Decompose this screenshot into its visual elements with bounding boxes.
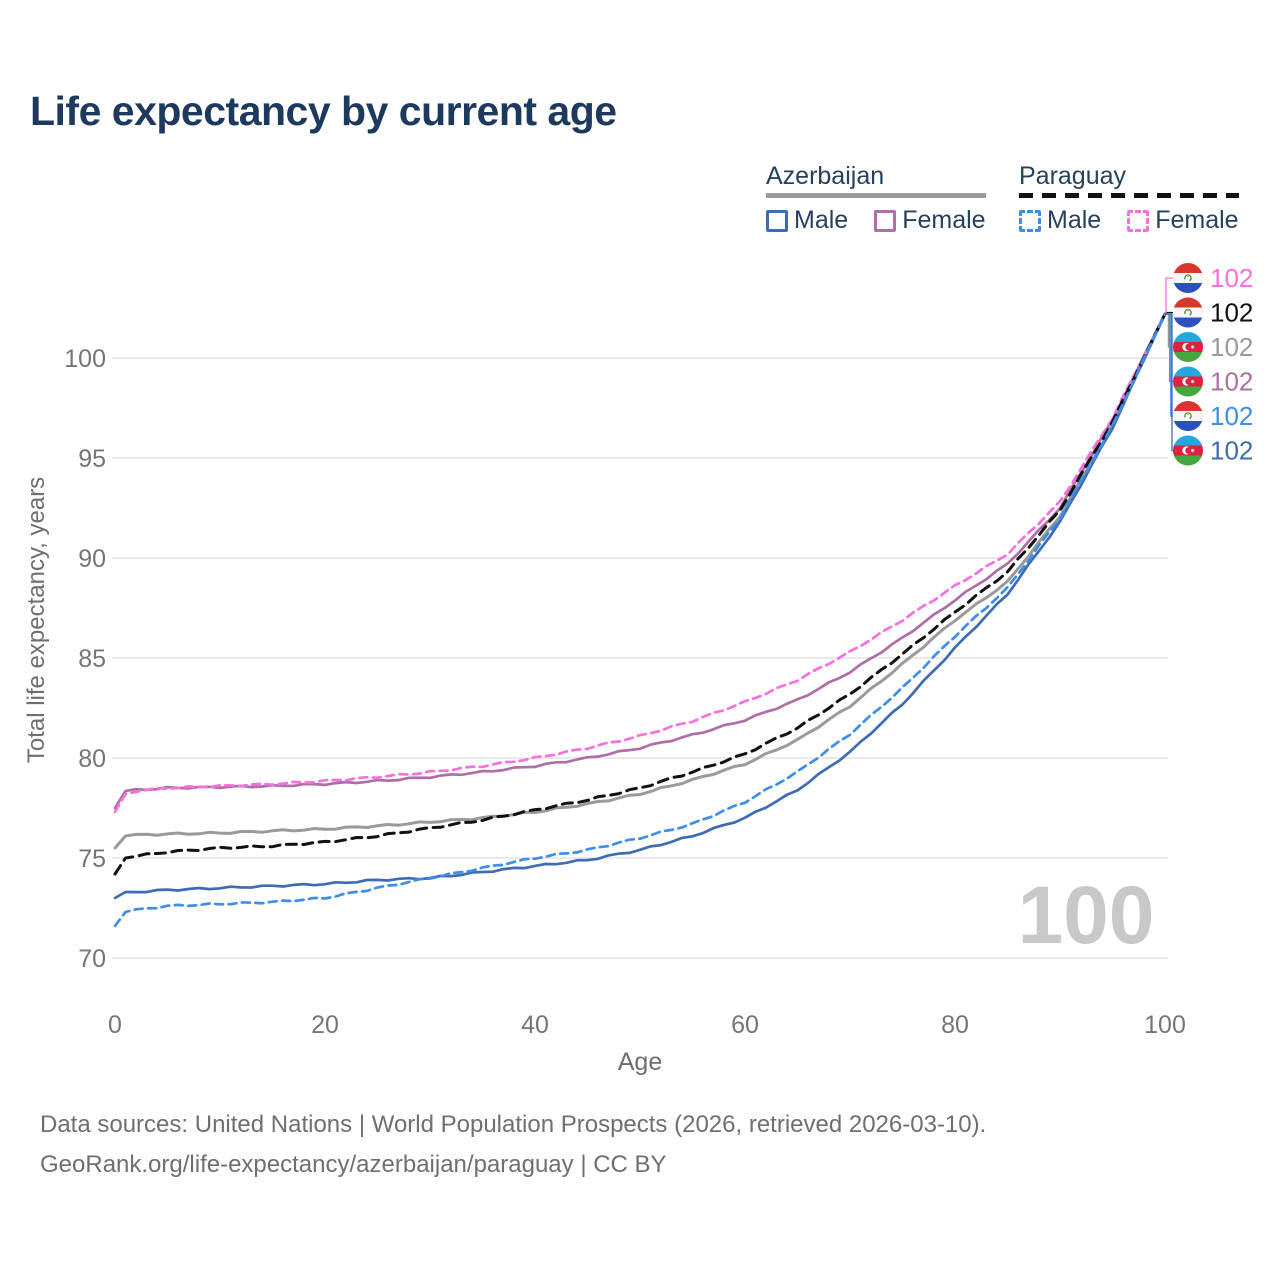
end-value-label-azerbaijan-male: 102 <box>1210 436 1253 466</box>
legend-underline-azerbaijan <box>766 193 986 198</box>
legend-header-paraguay: Paraguay <box>1019 162 1127 190</box>
legend-header-azerbaijan: Azerbaijan <box>766 162 885 190</box>
series-line-paraguay <box>113 312 1167 876</box>
flag-icon-azerbaijan <box>1173 332 1203 362</box>
legend-swatch-azerbaijan-female <box>874 209 897 232</box>
flag-icon-paraguay <box>1173 297 1203 328</box>
end-value-label-azerbaijan-female: 102 <box>1210 367 1253 397</box>
y-tick-label: 100 <box>64 345 106 373</box>
y-axis-title: Total life expectancy, years <box>23 477 50 763</box>
legend-label-paraguay-male: Male <box>1047 206 1102 234</box>
page-title: Life expectancy by current age <box>30 88 617 134</box>
line-chart: 70 75 80 85 90 95 100 0 20 40 60 80 100 Age Total life… <box>23 263 1253 1076</box>
series-line-azerbaijan-male <box>113 312 1167 900</box>
footer-attribution-link: GeoRank.org/life-expectancy/azerbaijan/p… <box>40 1151 667 1178</box>
x-axis-title: Age <box>618 1048 662 1076</box>
x-tick-label: 0 <box>108 1011 122 1039</box>
legend-swatch-azerbaijan-male <box>766 209 788 232</box>
series-line-azerbaijan-female <box>113 312 1167 810</box>
leader-line-paraguay-female <box>1165 277 1173 315</box>
current-age-watermark: 100 <box>1018 870 1155 961</box>
legend-group-paraguay: Paraguay Male Female <box>1019 163 1239 235</box>
flag-icon-paraguay <box>1173 263 1203 293</box>
series-line-azerbaijan <box>113 312 1167 850</box>
legend-item-paraguay-male: Male <box>1019 206 1101 235</box>
x-tick-label: 80 <box>941 1011 969 1039</box>
flag-icon-azerbaijan <box>1173 435 1203 466</box>
end-value-label-paraguay: 102 <box>1210 298 1253 328</box>
flag-icon-paraguay <box>1173 401 1203 431</box>
legend-swatch-paraguay-male <box>1019 209 1041 232</box>
footer: Data sources: United Nations | World Pop… <box>40 1105 986 1185</box>
x-tick-label: 100 <box>1144 1011 1186 1039</box>
y-tick-label: 75 <box>78 845 106 873</box>
legend-item-azerbaijan-female: Female <box>874 206 986 235</box>
series-line-paraguay-female <box>113 312 1167 814</box>
end-value-label-paraguay-female: 102 <box>1210 263 1253 293</box>
y-tick-label: 95 <box>78 445 106 473</box>
y-tick-label: 85 <box>78 645 106 673</box>
legend-label-azerbaijan-male: Male <box>794 206 849 234</box>
leader-line-azerbaijan-male <box>1165 313 1173 452</box>
legend-underline-paraguay <box>1019 193 1239 198</box>
x-tick-label: 60 <box>731 1011 759 1039</box>
legend-label-paraguay-female: Female <box>1155 206 1239 234</box>
flag-icon-azerbaijan <box>1173 366 1203 397</box>
end-value-label-azerbaijan: 102 <box>1210 332 1253 362</box>
legend-item-paraguay-female: Female <box>1127 206 1239 235</box>
y-tick-label: 80 <box>78 745 106 773</box>
footer-data-sources: Data sources: United Nations | World Pop… <box>40 1111 987 1138</box>
series-line-paraguay-male <box>113 312 1167 928</box>
y-tick-label: 90 <box>78 545 106 573</box>
end-value-label-paraguay-male: 102 <box>1210 401 1253 431</box>
legend-group-azerbaijan: Azerbaijan Male Female <box>766 163 986 235</box>
legend-swatch-paraguay-female <box>1127 209 1150 232</box>
x-tick-label: 20 <box>311 1011 339 1039</box>
legend-label-azerbaijan-female: Female <box>902 206 986 234</box>
y-tick-label: 70 <box>78 945 106 973</box>
legend-item-azerbaijan-male: Male <box>766 206 848 235</box>
x-tick-label: 40 <box>521 1011 549 1039</box>
